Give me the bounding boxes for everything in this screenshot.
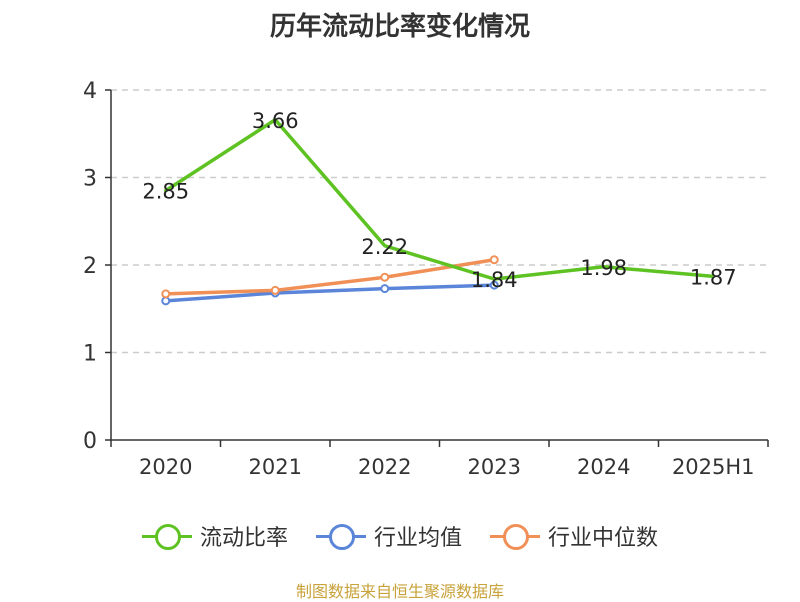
y-tick-label: 0 (83, 429, 97, 454)
data-label: 1.98 (580, 256, 627, 280)
legend-item[interactable]: 行业均值 (315, 520, 462, 552)
data-label: 2.22 (361, 235, 408, 259)
y-tick-label: 3 (83, 167, 97, 192)
y-tick-label: 4 (83, 79, 97, 104)
series-line (164, 258, 496, 296)
legend-label: 行业中位数 (548, 526, 659, 551)
series-line (164, 118, 715, 281)
chart-title: 历年流动比率变化情况 (269, 12, 530, 42)
y-tick-label: 2 (83, 254, 97, 279)
data-point (489, 280, 499, 290)
legend-label: 行业均值 (373, 526, 462, 551)
legend-item[interactable]: 流动比率 (141, 520, 288, 552)
data-point (380, 272, 390, 282)
x-tick-label: 2024 (577, 455, 630, 479)
data-point (380, 284, 390, 294)
data-point (270, 285, 280, 295)
source-note: 制图数据来自恒生聚源数据库 (295, 582, 504, 601)
legend-swatch-icon (315, 522, 366, 550)
series-line (164, 283, 496, 303)
data-point (161, 296, 171, 306)
x-tick-label: 2025H1 (672, 455, 755, 479)
legend-label: 流动比率 (199, 526, 288, 551)
y-tick-label: 1 (83, 342, 97, 367)
data-label: 1.87 (690, 265, 737, 289)
x-tick-label: 2023 (468, 455, 521, 479)
legend: 流动比率 行业均值 行业中位数 (0, 520, 800, 552)
legend-swatch-icon (490, 522, 540, 550)
data-label: 3.66 (252, 109, 299, 133)
data-label: 1.84 (471, 268, 518, 292)
legend-swatch-icon (141, 522, 192, 550)
x-tick-label: 2020 (139, 455, 192, 479)
x-tick-label: 2022 (358, 455, 411, 479)
data-point (489, 255, 499, 265)
data-point (161, 289, 171, 299)
legend-item[interactable]: 行业中位数 (490, 520, 658, 552)
x-tick-label: 2021 (249, 455, 302, 479)
data-label: 2.85 (142, 180, 189, 204)
